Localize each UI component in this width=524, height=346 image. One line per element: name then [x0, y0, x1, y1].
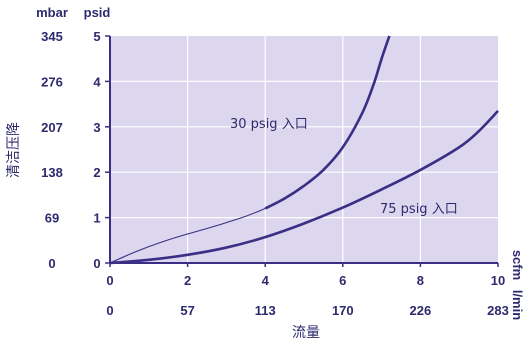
y-unit-secondary: mbar [36, 5, 68, 20]
y-tick-label-0: 0 [93, 256, 100, 271]
grid-lines [110, 36, 498, 263]
axes [105, 35, 499, 267]
x-tick-label-secondary-57: 57 [180, 303, 194, 318]
y-unit-primary: psid [84, 5, 111, 20]
x-tick-label-2: 2 [184, 273, 191, 288]
x-tick-label-secondary-0: 0 [106, 303, 113, 318]
series-line-75-psig [109, 110, 499, 265]
y-tick-label-secondary-276: 276 [41, 74, 63, 89]
plot-area [110, 36, 498, 263]
x-tick-label-6: 6 [339, 273, 346, 288]
annotation-30-psig: 30 psig 入口 [230, 117, 308, 132]
x-tick-label-0: 0 [106, 273, 113, 288]
series-line-30-psig-low [109, 208, 266, 264]
tick-labels: 0025741136170822610283001692138320742765… [41, 29, 509, 318]
annotation-75-psig: 75 psig 入口 [380, 202, 458, 217]
x-tick-label-secondary-226: 226 [410, 303, 432, 318]
x-tick-label-secondary-113: 113 [255, 303, 276, 318]
x-tick-label-4: 4 [262, 273, 270, 288]
x-axis-label: 流量 [292, 325, 320, 341]
y-tick-label-secondary-0: 0 [48, 256, 55, 271]
y-tick-label-2: 2 [93, 165, 100, 180]
x-tick-label-8: 8 [417, 273, 424, 288]
y-axis-label: 清洁压降 [6, 122, 22, 178]
y-tick-label-secondary-345: 345 [41, 29, 63, 44]
y-tick-label-4: 4 [93, 74, 101, 89]
series-lines [109, 35, 499, 265]
x-unit-primary: scfm [510, 250, 524, 280]
series-line-30-psig-high [264, 35, 391, 210]
y-tick-label-1: 1 [93, 211, 100, 226]
x-unit-secondary: l/min [510, 290, 524, 320]
y-tick-label-secondary-138: 138 [41, 165, 63, 180]
y-tick-label-secondary-207: 207 [41, 120, 63, 135]
y-tick-label-3: 3 [93, 120, 100, 135]
y-tick-label-secondary-69: 69 [45, 211, 59, 226]
y-tick-label-5: 5 [93, 29, 100, 44]
x-tick-label-secondary-170: 170 [332, 303, 354, 318]
x-tick-label-secondary-283: 283 [487, 303, 509, 318]
x-tick-label-10: 10 [491, 273, 505, 288]
